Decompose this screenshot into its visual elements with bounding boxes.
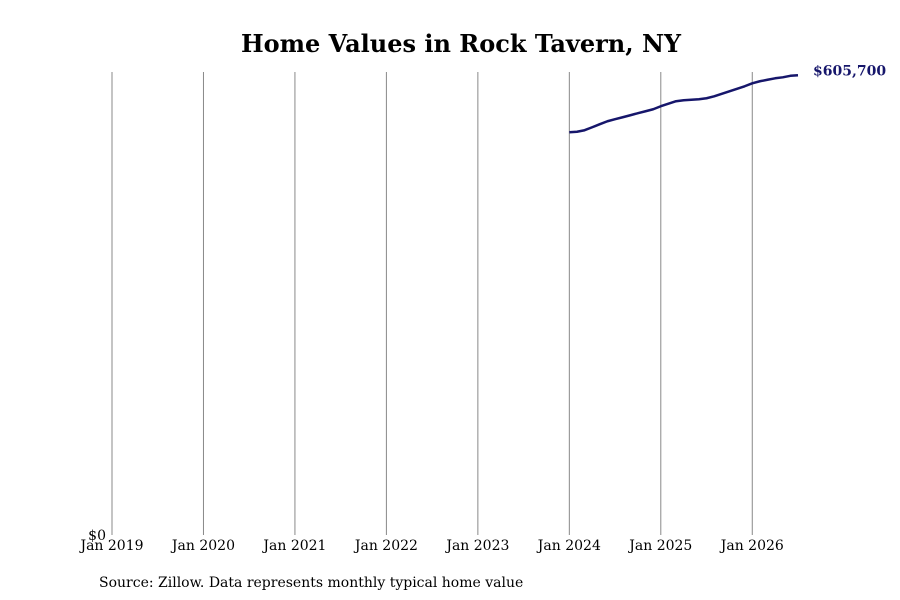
x-tick-label: Jan 2026: [719, 538, 784, 554]
x-tick-label: Jan 2025: [627, 538, 692, 554]
x-tick-label: Jan 2020: [170, 538, 235, 554]
end-value-label: $605,700: [813, 63, 886, 79]
x-tick-label: Jan 2023: [444, 538, 509, 554]
chart-title: Home Values in Rock Tavern, NY: [241, 29, 682, 58]
x-tick-label: Jan 2019: [78, 538, 143, 554]
source-note: Source: Zillow. Data represents monthly …: [99, 575, 523, 591]
line: [569, 74, 799, 134]
x-tick-label: Jan 2022: [353, 538, 418, 554]
x-tick-label: Jan 2024: [536, 538, 601, 554]
x-tick-label: Jan 2021: [261, 538, 326, 554]
y-tick-label: $0: [88, 528, 106, 544]
